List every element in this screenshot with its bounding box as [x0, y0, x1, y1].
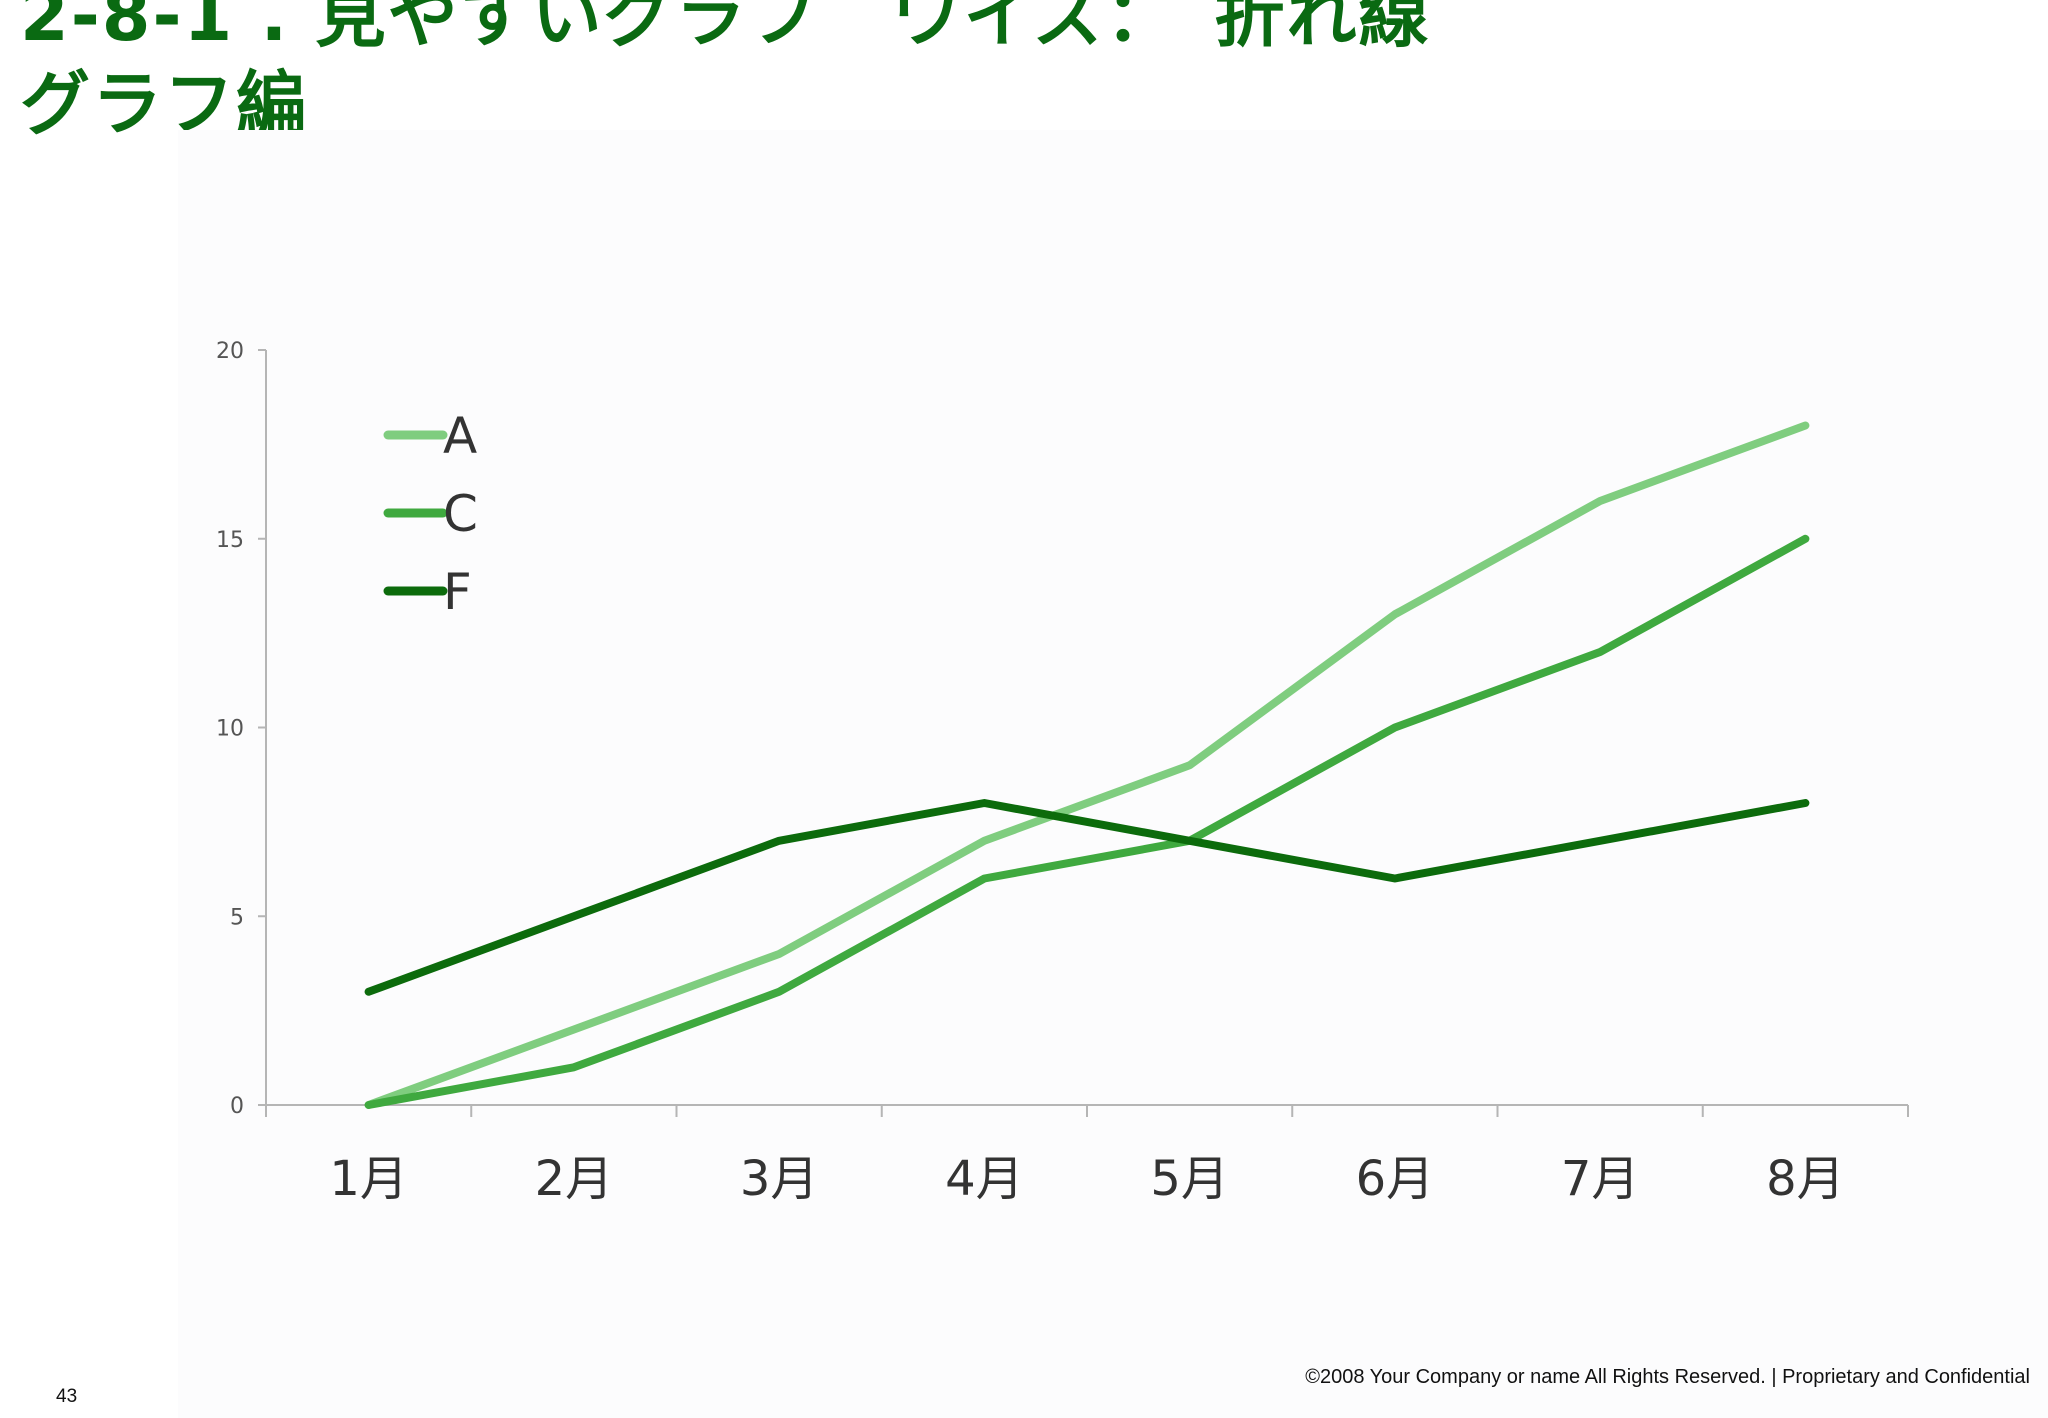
y-tick-label: 0 [230, 1094, 244, 1119]
x-category-label: 7月 [1561, 1151, 1640, 1207]
line-chart: 0 5 10 15 20 1月 2月 3月 4月 5月 6月 7月 8月 ACF [216, 339, 1909, 1207]
series-line-f [364, 799, 1810, 996]
y-tick-label: 5 [230, 905, 244, 930]
x-category-label: 2月 [535, 1151, 614, 1207]
legend: ACF [383, 407, 478, 621]
slide-title-line-1: 2-8-1 . 見やすいグラフ ワイズ： 折れ線 [20, 0, 1431, 57]
slide-title: 2-8-1 . 見やすいグラフ ワイズ： 折れ線 グラフ編 [20, 0, 1430, 148]
copyright-notice: ©2008 Your Company or name All Rights Re… [1305, 1366, 2030, 1388]
legend-label-a: A [443, 407, 477, 465]
page-number: 43 [56, 1386, 78, 1407]
x-category-label: 6月 [1356, 1151, 1435, 1207]
series-lines [364, 421, 1810, 1109]
x-category-label: 4月 [945, 1151, 1024, 1207]
x-category-label: 8月 [1766, 1151, 1845, 1207]
series-line-a [364, 421, 1810, 1109]
x-category-label: 1月 [329, 1151, 408, 1207]
y-tick-label: 20 [216, 339, 244, 364]
legend-label-f: F [443, 563, 472, 621]
x-category-label: 5月 [1150, 1151, 1229, 1207]
y-tick-label: 15 [216, 528, 244, 553]
y-tick-label: 10 [216, 717, 244, 742]
axes: 0 5 10 15 20 1月 2月 3月 4月 5月 6月 7月 8月 [216, 339, 1909, 1207]
legend-label-c: C [443, 485, 478, 543]
series-line-c [364, 534, 1810, 1109]
x-category-label: 3月 [740, 1151, 819, 1207]
